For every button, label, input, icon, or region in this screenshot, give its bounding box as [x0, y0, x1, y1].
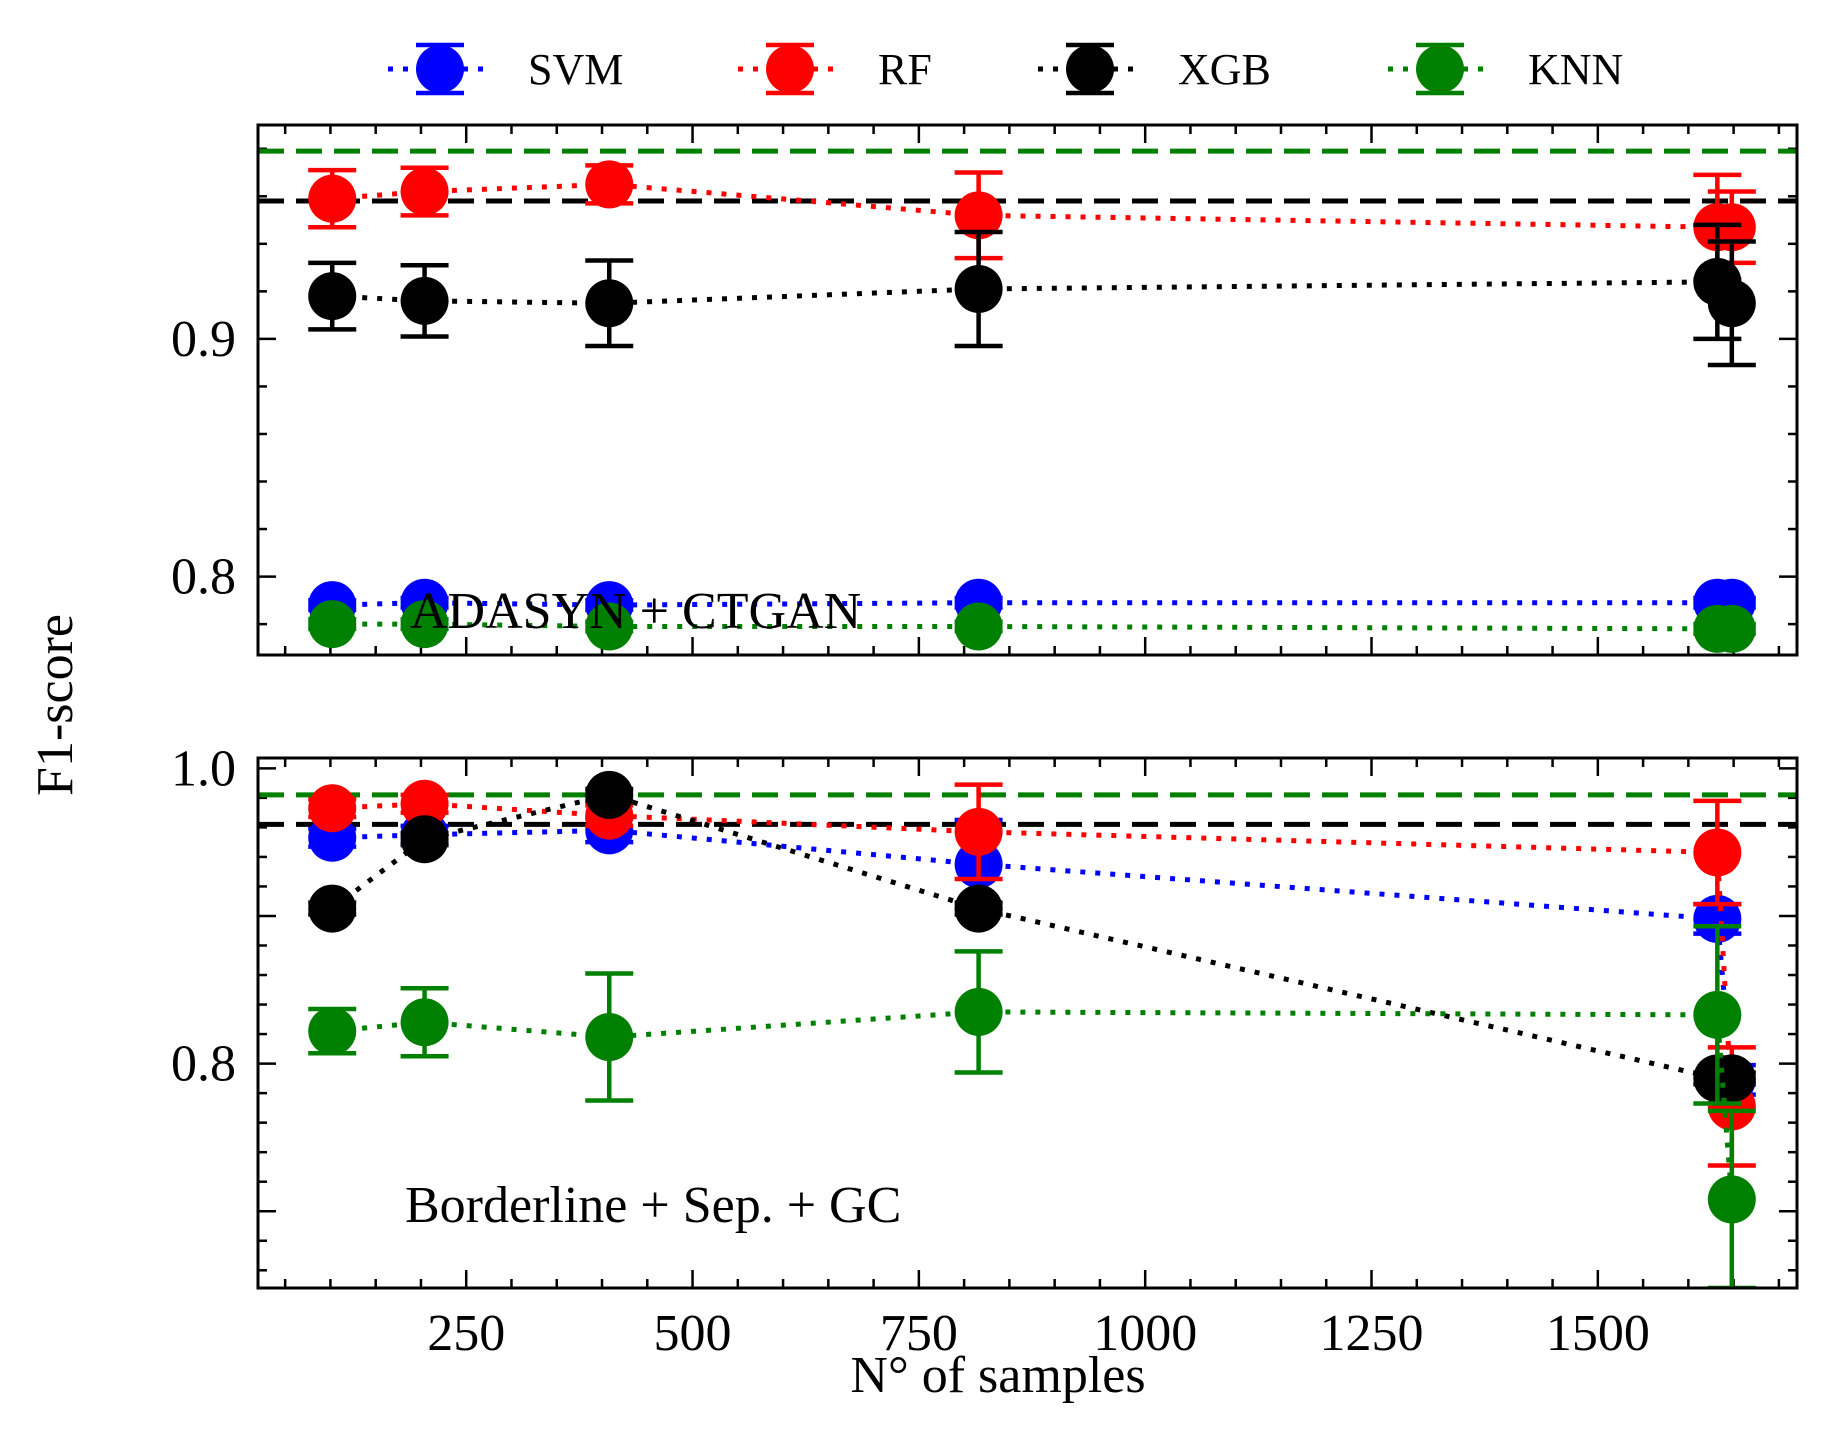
data-point [1707, 203, 1756, 252]
series-rf [308, 779, 1756, 1168]
legend-label: XGB [1178, 45, 1271, 94]
data-point [585, 602, 634, 651]
data-point [400, 167, 449, 216]
data-point [400, 276, 449, 325]
y-tick-label: 0.8 [171, 1036, 236, 1093]
legend-label: RF [878, 45, 932, 94]
data-point [308, 784, 357, 833]
data-point [1693, 894, 1742, 943]
data-point [1707, 279, 1756, 328]
x-tick-label: 1000 [1093, 1305, 1197, 1362]
data-point [1693, 990, 1742, 1039]
data-point [1707, 1175, 1756, 1224]
data-point [1707, 1054, 1756, 1103]
legend-marker [1066, 45, 1114, 93]
x-tick-label: 1500 [1546, 1305, 1650, 1362]
x-tick-label: 500 [654, 1305, 732, 1362]
data-point [954, 807, 1003, 856]
y-tick-label: 0.9 [171, 311, 236, 368]
ticks [258, 125, 1797, 655]
data-point [400, 600, 449, 649]
series-knn [308, 600, 1756, 653]
x-tick-label: 1250 [1320, 1305, 1424, 1362]
x-axis-title: N° of samples [850, 1347, 1145, 1404]
axes-frame [256, 123, 1799, 657]
data-point [585, 770, 634, 819]
legend-item-xgb: XGB [1038, 42, 1271, 96]
y-tick-label: 0.8 [171, 549, 236, 606]
axes-frame [256, 756, 1799, 1290]
series-knn [308, 924, 1756, 1288]
data-point [400, 815, 449, 864]
panel-adasyn-ctgan: 0.8 0.9 ADASYN + CTGAN [171, 123, 1799, 657]
data-point [1707, 604, 1756, 653]
panel-borderline-sep-gc: 0.8 1.0 250 500 750 1000 1250 1500 Borderline + … [171, 740, 1799, 1362]
legend-item-svm: SVM [388, 42, 623, 96]
series-line [330, 792, 1732, 1081]
panel-annotation: Borderline + Sep. + GC [405, 1177, 901, 1234]
data-point [308, 174, 357, 223]
data-point [954, 264, 1003, 313]
data-point [308, 1007, 357, 1056]
series-xgb [308, 770, 1756, 1103]
data-point [954, 191, 1003, 240]
series-rf [308, 160, 1756, 282]
data-point [400, 779, 449, 828]
series-svm [308, 806, 1756, 1104]
series-xgb [308, 222, 1756, 368]
legend-marker [1416, 45, 1464, 93]
legend-item-knn: KNN [1388, 42, 1623, 96]
data-point [954, 602, 1003, 651]
data-point [1693, 828, 1742, 877]
data-point [585, 279, 634, 328]
series-line [331, 1009, 1735, 1200]
series-line [332, 827, 1735, 1081]
panel-annotation: ADASYN + CTGAN [410, 583, 861, 640]
y-axis-title: F1-score [27, 614, 84, 796]
legend: SVM RF XGB KNN [388, 42, 1623, 96]
series-line [332, 279, 1734, 306]
data-point [585, 1013, 634, 1062]
y-tick-label: 1.0 [171, 740, 236, 797]
series-line [332, 801, 1735, 1107]
data-point [954, 987, 1003, 1036]
legend-item-rf: RF [738, 42, 932, 96]
x-tick-label: 750 [880, 1305, 958, 1362]
legend-marker [416, 45, 464, 93]
x-tick-label: 250 [427, 1305, 505, 1362]
series-line [332, 181, 1732, 230]
legend-marker [766, 45, 814, 93]
data-point [585, 160, 634, 209]
data-point [308, 272, 357, 321]
data-point [400, 998, 449, 1047]
legend-label: SVM [528, 45, 623, 94]
legend-label: KNN [1528, 45, 1623, 94]
data-point [308, 600, 357, 649]
data-point [954, 884, 1003, 933]
data-point [308, 884, 357, 933]
